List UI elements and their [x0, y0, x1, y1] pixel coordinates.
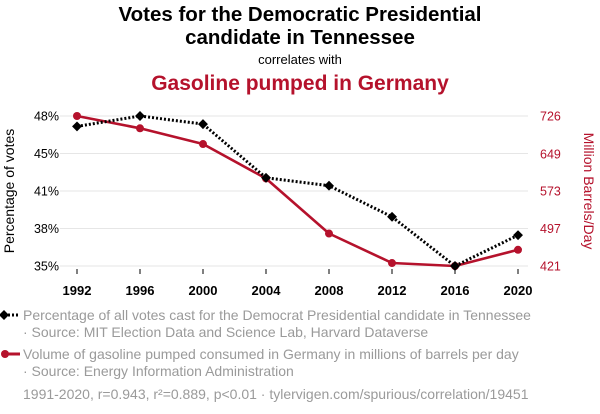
chart-subtitle: Gasoline pumped in Germany: [151, 72, 449, 95]
y-right-tick-label-3: 649: [540, 147, 561, 161]
series-line-gasoline: [76, 114, 519, 268]
chart-connector: correlates with: [258, 52, 342, 67]
point-votes-2016: [450, 261, 460, 271]
series-lines: [76, 114, 519, 268]
x-ticks: 1992 1996 2000 2004 2008 2012 2016 2020: [63, 269, 533, 298]
point-gasoline-1996: [136, 124, 144, 133]
legend-gasoline-line1: Volume of gasoline pumped consumed in Ge…: [23, 346, 519, 362]
point-gasoline-1992: [73, 112, 81, 120]
legend-votes-line1: Percentage of all votes cast for the Dem…: [23, 307, 531, 323]
legend-votes-line2: · Source: MIT Election Data and Science …: [23, 324, 428, 340]
x-tick-label-4: 2008: [315, 283, 344, 298]
footer-stats: 1991-2020, r=0.943, r²=0.889, p<0.01 · t…: [23, 386, 529, 402]
point-gasoline-2008: [325, 229, 333, 238]
point-votes-1996: [135, 111, 145, 121]
x-tick-label-1: 1996: [126, 283, 155, 298]
y-right-tick-label-1: 497: [540, 222, 561, 236]
x-tick-label-5: 2012: [378, 283, 407, 298]
legend-item-votes: Percentage of all votes cast for the Dem…: [0, 307, 531, 340]
point-gasoline-2000: [199, 140, 207, 149]
point-gasoline-2012: [388, 259, 396, 268]
y-right-axis-label: Million Barrels/Day: [581, 133, 597, 250]
point-votes-2004: [261, 172, 271, 183]
legend-item-gasoline: Volume of gasoline pumped consumed in Ge…: [1, 346, 519, 379]
y-right-ticks: 421 497 573 649 726: [540, 110, 561, 274]
x-tick-label-0: 1992: [63, 283, 92, 298]
x-tick-label-7: 2020: [504, 283, 533, 298]
point-votes-2020: [513, 230, 523, 241]
y-left-axis-label: Percentage of votes: [1, 129, 17, 254]
chart-title-line2: candidate in Tennessee: [185, 26, 415, 49]
series-markers: [72, 111, 523, 271]
legend-gasoline-line2: · Source: Energy Information Administrat…: [23, 363, 294, 379]
y-left-ticks: 35% 38% 41% 45% 48%: [34, 110, 59, 274]
y-left-tick-label-3: 45%: [34, 147, 59, 161]
y-right-tick-label-0: 421: [540, 260, 561, 274]
point-votes-1992: [72, 121, 82, 132]
y-left-tick-label-2: 41%: [34, 185, 59, 199]
gridlines: [60, 115, 528, 267]
x-tick-label-6: 2016: [441, 283, 470, 298]
y-left-tick-label-0: 35%: [34, 260, 59, 274]
legend-swatch-gasoline-circle: [1, 350, 9, 358]
y-left-tick-label-4: 48%: [34, 110, 59, 124]
y-right-tick-label-4: 726: [540, 110, 561, 124]
y-right-tick-label-2: 573: [540, 185, 561, 199]
series-line-votes: [76, 114, 519, 268]
chart-title-line1: Votes for the Democratic Presidential: [118, 3, 481, 26]
point-votes-2008: [324, 180, 334, 191]
legend: Percentage of all votes cast for the Dem…: [0, 307, 531, 379]
x-tick-label-3: 2004: [252, 283, 282, 298]
y-left-tick-label-1: 38%: [34, 222, 59, 236]
point-votes-2012: [387, 211, 397, 222]
legend-swatch-votes-diamond: [0, 310, 9, 320]
point-gasoline-2020: [514, 245, 522, 254]
x-tick-label-2: 2000: [189, 283, 218, 298]
